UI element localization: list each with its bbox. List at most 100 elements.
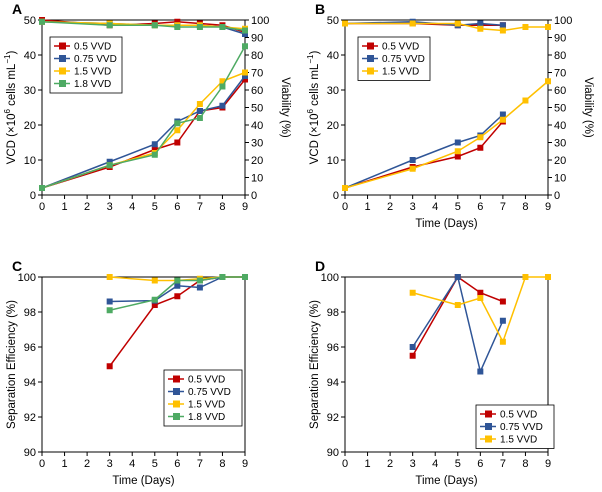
- y-tick-label: 30: [327, 85, 339, 97]
- y-label-part: ): [6, 51, 18, 55]
- data-point: [499, 317, 506, 324]
- data-point: [409, 352, 416, 359]
- viability-marker: [196, 24, 203, 30]
- x-axis-label: Time (Days): [112, 475, 174, 487]
- legend-marker: [173, 388, 180, 395]
- x-tick-label: 2: [84, 201, 90, 213]
- y-label-part: cells mL: [6, 63, 18, 109]
- y-tick-label: 100: [18, 272, 36, 284]
- x-tick-label: 8: [219, 201, 225, 213]
- y2-tick-label: 60: [554, 85, 566, 97]
- data-point: [196, 277, 203, 284]
- data-point: [499, 111, 506, 118]
- series-s075: [409, 274, 506, 375]
- y2-tick-label: 60: [251, 85, 263, 97]
- x-tick-label: 1: [364, 458, 370, 470]
- y-axis-label: Separation Efficiency (%): [6, 300, 18, 429]
- y2-axis-label: Viability (%): [279, 77, 291, 138]
- y-tick-label: 40: [24, 50, 36, 62]
- panel-b: B0 1 2 3 4 5 6 7 8 901020304050010203040506070809…: [306, 1, 594, 230]
- data-point: [242, 76, 248, 83]
- data-point: [545, 274, 551, 280]
- data-point: [454, 274, 461, 280]
- panel-label: A: [12, 1, 22, 17]
- panel-a: A0 1 2 3 4 5 6 7 8 901020304050010203040506070809…: [3, 1, 291, 213]
- x-tick-label: 4: [129, 201, 135, 213]
- panel-c: C 0 1 2 3 4 5 6 7 8 9 90 92 94 96 98 100 Separation Effic…: [6, 258, 248, 487]
- x-tick-label: 6: [174, 201, 180, 213]
- viability-marker: [477, 20, 484, 27]
- legend-marker: [59, 67, 66, 75]
- x-tick-label: 5: [152, 201, 158, 213]
- y-label-superscript: 6: [3, 108, 12, 113]
- y2-tick-label: 70: [554, 68, 566, 80]
- data-point: [409, 289, 416, 296]
- panel-label: D: [315, 258, 325, 274]
- x-tick-label: 7: [500, 201, 506, 213]
- y2-tick-label: 20: [554, 155, 566, 167]
- series-line: [412, 275, 504, 357]
- y-tick-label: 20: [327, 120, 339, 132]
- y2-tick-label: 40: [251, 120, 263, 132]
- x-tick-label: 1: [61, 201, 67, 213]
- y2-tick-label: 20: [251, 155, 263, 167]
- series-s18: [106, 274, 248, 314]
- y-tick-label: 92: [327, 412, 339, 424]
- x-tick-label: 2: [387, 201, 393, 213]
- legend-label: 1.5 VVD: [382, 67, 419, 78]
- data-point: [174, 120, 181, 127]
- series-line: [109, 276, 245, 311]
- y-tick-label: 90: [327, 447, 339, 459]
- viability-marker: [545, 24, 551, 30]
- viability-marker: [174, 24, 181, 30]
- series-line: [41, 79, 246, 189]
- x-tick-label: 1: [364, 201, 370, 213]
- data-point: [499, 298, 506, 305]
- viability-marker: [522, 24, 529, 30]
- data-point: [477, 289, 484, 296]
- x-tick-label: 0: [39, 458, 45, 470]
- x-tick-label: 2: [387, 458, 393, 470]
- viability-marker: [499, 27, 506, 34]
- data-point: [454, 148, 461, 155]
- y-tick-label: 96: [327, 342, 339, 354]
- data-point: [196, 115, 203, 121]
- data-point: [219, 102, 226, 109]
- data-point: [106, 363, 113, 370]
- panel-label: B: [315, 1, 325, 17]
- legend-marker: [59, 55, 66, 62]
- viability-marker: [342, 20, 348, 27]
- x-tick-label: 9: [545, 201, 551, 213]
- y2-tick-label: 10: [251, 173, 263, 185]
- viability-marker: [477, 25, 484, 32]
- y-tick-label: 98: [24, 307, 36, 319]
- data-point: [151, 302, 158, 308]
- data-point: [174, 293, 181, 300]
- y-tick-label: 20: [24, 120, 36, 132]
- data-point: [409, 165, 416, 172]
- x-tick-label: 9: [242, 458, 248, 470]
- y2-axis-label: Viability (%): [582, 77, 594, 138]
- x-tick-label: 5: [455, 458, 461, 470]
- y2-tick-label: 80: [554, 50, 566, 62]
- x-tick-label: 0: [39, 201, 45, 213]
- y2-tick-label: 30: [251, 138, 263, 150]
- legend-marker: [367, 42, 374, 50]
- x-tick-label: 3: [107, 201, 113, 213]
- y-axis-label: VCD (×106 cells mL−1): [306, 51, 321, 165]
- viability-marker: [219, 24, 226, 30]
- series-line: [109, 276, 245, 367]
- x-tick-label: 4: [129, 458, 135, 470]
- legend-label: 0.75 VVD: [382, 54, 425, 65]
- legend-label: 1.5 VVD: [74, 67, 111, 78]
- y-label-superscript: −1: [3, 54, 12, 64]
- data-point: [151, 141, 158, 148]
- y-tick-label: 50: [327, 15, 339, 27]
- data-point: [151, 151, 158, 158]
- viability-marker: [151, 22, 158, 29]
- plot-frame: [344, 276, 549, 453]
- data-point: [151, 296, 158, 303]
- series-line: [344, 80, 549, 189]
- data-point: [499, 116, 506, 123]
